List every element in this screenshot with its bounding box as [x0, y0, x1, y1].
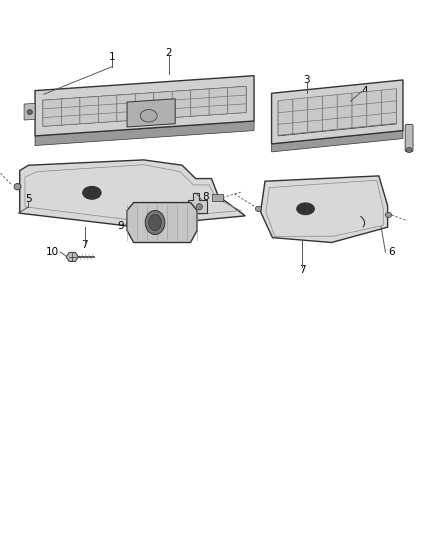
Polygon shape [381, 88, 396, 125]
Polygon shape [293, 98, 307, 134]
Text: 7: 7 [81, 240, 88, 250]
Polygon shape [272, 131, 403, 152]
Polygon shape [66, 253, 78, 261]
Polygon shape [127, 99, 175, 127]
Text: 9: 9 [117, 221, 124, 231]
Polygon shape [35, 121, 254, 146]
Polygon shape [278, 99, 293, 135]
Polygon shape [135, 93, 154, 120]
Text: 1: 1 [109, 52, 116, 62]
Ellipse shape [140, 110, 157, 122]
Polygon shape [337, 93, 352, 130]
Polygon shape [24, 103, 35, 120]
Polygon shape [61, 98, 80, 125]
Polygon shape [322, 95, 337, 131]
Polygon shape [154, 91, 172, 119]
Ellipse shape [255, 206, 261, 212]
Ellipse shape [297, 203, 314, 215]
Polygon shape [43, 99, 61, 126]
Polygon shape [307, 96, 322, 132]
Text: 4: 4 [361, 86, 368, 95]
Polygon shape [117, 94, 135, 122]
Ellipse shape [27, 110, 32, 115]
Polygon shape [352, 92, 367, 128]
Polygon shape [272, 80, 403, 144]
Ellipse shape [14, 183, 21, 190]
Polygon shape [99, 95, 117, 123]
Polygon shape [188, 193, 207, 213]
Polygon shape [80, 96, 99, 124]
Text: 7: 7 [299, 265, 306, 274]
Ellipse shape [83, 187, 101, 199]
Polygon shape [212, 195, 223, 201]
Polygon shape [20, 160, 245, 227]
Polygon shape [228, 86, 246, 114]
Ellipse shape [406, 147, 412, 153]
Ellipse shape [145, 211, 165, 235]
FancyBboxPatch shape [405, 125, 413, 152]
Ellipse shape [196, 204, 202, 210]
Polygon shape [278, 89, 396, 136]
Text: 6: 6 [389, 247, 396, 257]
Polygon shape [367, 90, 381, 126]
Ellipse shape [385, 212, 392, 217]
Text: 8: 8 [202, 192, 209, 202]
Text: 3: 3 [303, 75, 310, 85]
Polygon shape [172, 90, 191, 117]
Polygon shape [191, 89, 209, 116]
Polygon shape [209, 87, 228, 115]
Polygon shape [127, 203, 197, 243]
Polygon shape [43, 86, 246, 126]
Text: 10: 10 [46, 247, 59, 257]
Text: 5: 5 [25, 195, 32, 204]
Ellipse shape [149, 214, 161, 230]
Polygon shape [261, 176, 388, 243]
Polygon shape [35, 76, 254, 136]
Text: 2: 2 [165, 49, 172, 58]
